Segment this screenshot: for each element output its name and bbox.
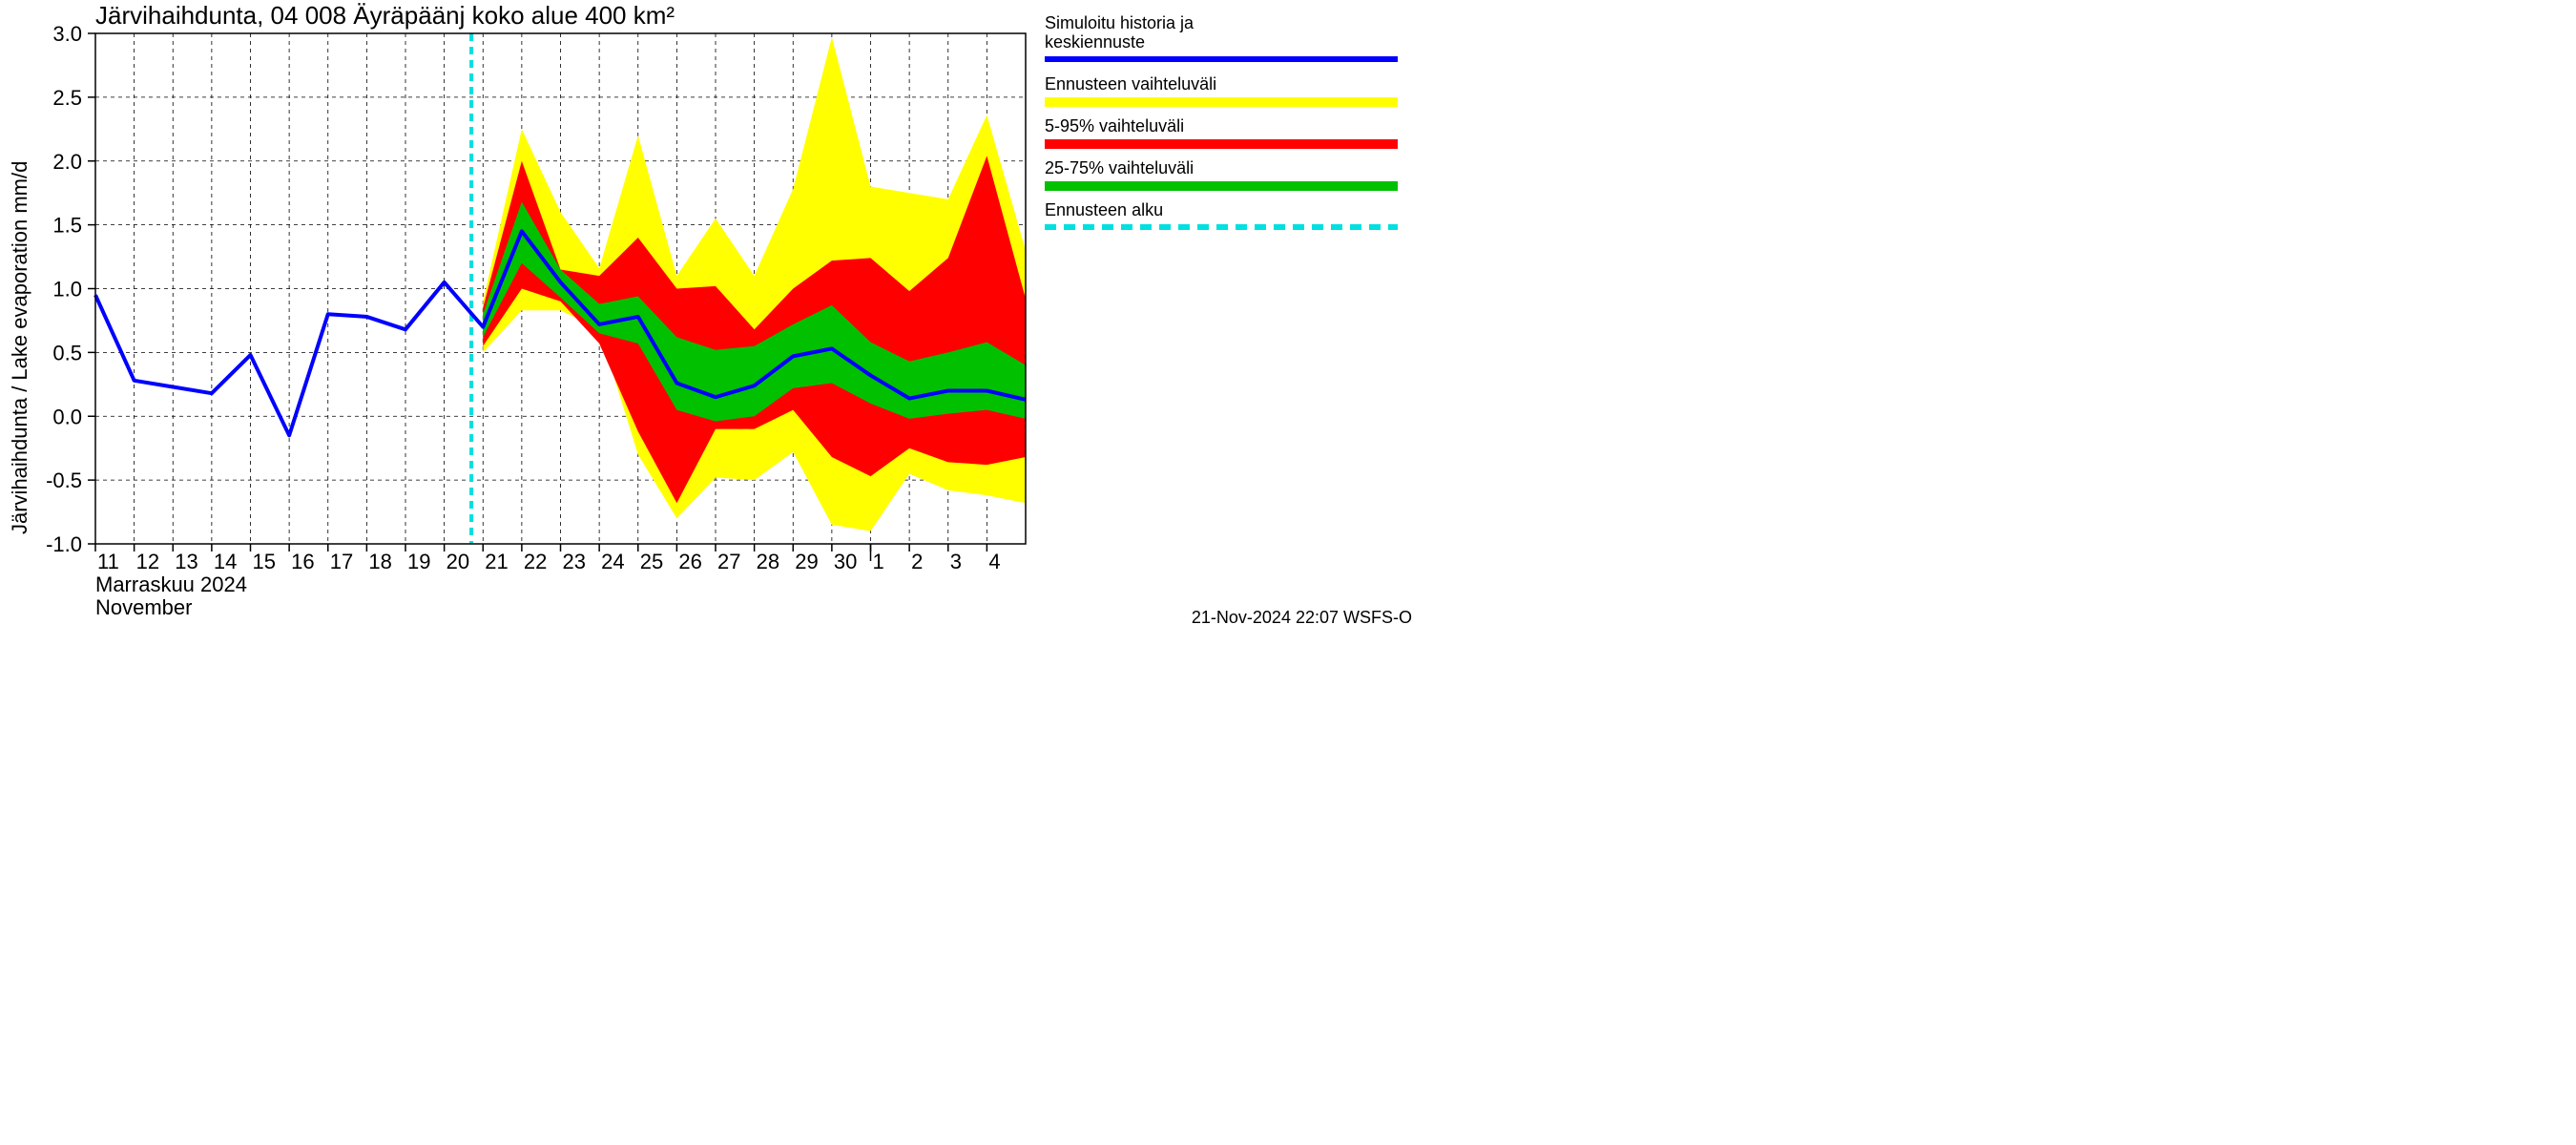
x-tick-label: 13 xyxy=(175,550,197,573)
legend-label: keskiennuste xyxy=(1045,32,1145,52)
x-tick-label: 4 xyxy=(988,550,1000,573)
x-tick-label: 1 xyxy=(873,550,884,573)
y-tick-label: 2.5 xyxy=(52,86,82,110)
x-month-label-1: Marraskuu 2024 xyxy=(95,572,247,596)
x-tick-label: 21 xyxy=(485,550,508,573)
y-tick-label: 0.5 xyxy=(52,341,82,364)
y-tick-label: 1.0 xyxy=(52,278,82,302)
x-tick-label: 29 xyxy=(795,550,818,573)
footer-timestamp: 21-Nov-2024 22:07 WSFS-O xyxy=(1192,608,1412,627)
x-tick-label: 18 xyxy=(368,550,391,573)
x-tick-label: 24 xyxy=(601,550,624,573)
x-tick-label: 16 xyxy=(291,550,314,573)
x-tick-label: 12 xyxy=(136,550,159,573)
x-tick-label: 17 xyxy=(330,550,353,573)
x-tick-label: 11 xyxy=(97,550,119,573)
legend-swatch xyxy=(1045,97,1398,107)
x-tick-label: 2 xyxy=(911,550,923,573)
x-tick-label: 22 xyxy=(524,550,547,573)
x-tick-label: 15 xyxy=(253,550,276,573)
x-tick-label: 30 xyxy=(834,550,857,573)
chart-container: -1.0-0.50.00.51.01.52.02.53.011121314151… xyxy=(0,0,1431,636)
legend-swatch xyxy=(1045,139,1398,149)
y-tick-label: 3.0 xyxy=(52,22,82,46)
x-tick-label: 23 xyxy=(563,550,586,573)
y-tick-label: 0.0 xyxy=(52,405,82,428)
x-tick-label: 26 xyxy=(678,550,701,573)
legend-label: 25-75% vaihteluväli xyxy=(1045,158,1194,177)
legend-label: Ennusteen vaihteluväli xyxy=(1045,74,1216,94)
legend-label: 5-95% vaihteluväli xyxy=(1045,116,1184,135)
x-tick-label: 25 xyxy=(640,550,663,573)
chart-svg: -1.0-0.50.00.51.01.52.02.53.011121314151… xyxy=(0,0,1431,636)
y-tick-label: -0.5 xyxy=(46,468,82,492)
x-tick-label: 3 xyxy=(950,550,962,573)
legend-label: Simuloitu historia ja xyxy=(1045,13,1195,32)
x-month-label-2: November xyxy=(95,595,192,619)
legend-swatch xyxy=(1045,181,1398,191)
y-tick-label: 2.0 xyxy=(52,150,82,174)
y-tick-label: -1.0 xyxy=(46,532,82,556)
chart-title: Järvihaihdunta, 04 008 Äyräpäänj koko al… xyxy=(95,1,675,30)
x-tick-label: 20 xyxy=(447,550,469,573)
y-axis-label: Järvihaihdunta / Lake evaporation mm/d xyxy=(8,161,31,534)
legend-label: Ennusteen alku xyxy=(1045,200,1163,219)
x-tick-label: 28 xyxy=(757,550,779,573)
y-tick-label: 1.5 xyxy=(52,214,82,238)
x-tick-label: 27 xyxy=(717,550,740,573)
x-tick-label: 19 xyxy=(407,550,430,573)
x-tick-label: 14 xyxy=(214,550,237,573)
